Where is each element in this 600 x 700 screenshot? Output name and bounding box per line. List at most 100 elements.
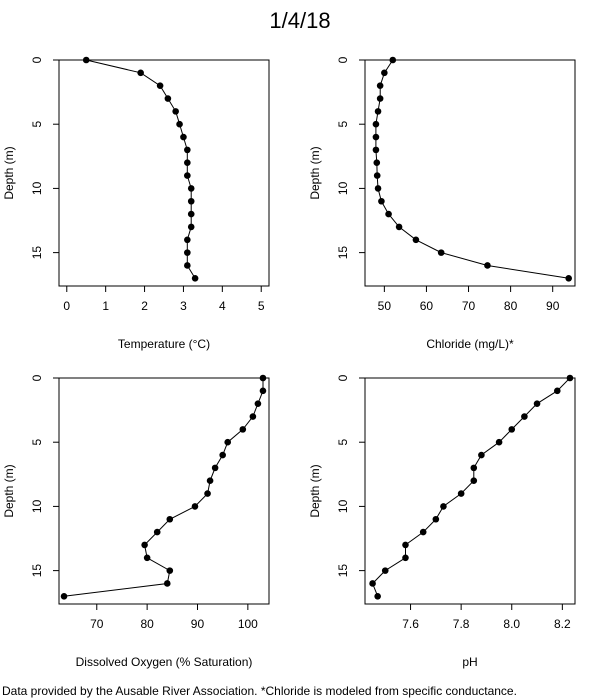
- data-point: [141, 541, 148, 549]
- y-tick-label: 15: [336, 564, 350, 578]
- series-line: [372, 377, 571, 597]
- data-point: [184, 172, 191, 179]
- data-point: [172, 108, 179, 115]
- data-point: [211, 464, 219, 472]
- data-point: [204, 490, 211, 497]
- page-title: 1/4/18: [269, 8, 331, 33]
- data-point: [440, 503, 447, 510]
- data-point: [184, 236, 191, 244]
- x-tick-label: 90: [546, 299, 560, 313]
- data-point: [239, 426, 247, 433]
- x-tick-label: 70: [462, 299, 476, 313]
- data-point: [166, 567, 174, 574]
- data-point: [254, 400, 262, 407]
- data-point: [389, 56, 397, 64]
- data-point: [176, 120, 183, 128]
- chart-panel-2: 50 60 70 80 90 Chloride (mg/L)* 0 5 10 15 Depth (m…: [308, 56, 576, 351]
- data-point: [470, 477, 478, 485]
- y-tick-label: 5: [30, 121, 44, 128]
- y-tick-label: 10: [336, 499, 350, 513]
- data-point: [156, 82, 164, 89]
- data-point: [164, 95, 172, 102]
- data-point: [137, 69, 144, 77]
- data-point: [395, 223, 403, 231]
- data-point: [369, 580, 376, 587]
- data-point: [184, 249, 191, 256]
- x-axis-label: pH: [462, 655, 477, 669]
- data-point: [457, 490, 465, 497]
- data-point: [470, 464, 478, 472]
- data-point: [381, 69, 388, 77]
- data-point: [143, 554, 151, 562]
- y-tick-label: 15: [336, 246, 350, 260]
- data-point: [187, 185, 195, 192]
- series-line: [375, 59, 569, 279]
- plot-frame: [58, 59, 270, 287]
- data-point: [219, 451, 226, 459]
- data-point: [206, 477, 214, 485]
- x-tick-label: 8.0: [503, 617, 520, 631]
- data-point: [478, 451, 485, 459]
- x-tick-label: 7.8: [453, 617, 470, 631]
- data-point: [374, 108, 382, 115]
- data-point: [259, 387, 267, 395]
- x-tick-label: 2: [141, 299, 148, 313]
- data-point: [385, 210, 392, 218]
- data-point: [187, 197, 195, 205]
- data-point: [376, 95, 384, 102]
- x-tick-label: 0: [63, 299, 70, 313]
- data-point: [224, 438, 232, 446]
- data-point: [184, 159, 191, 167]
- data-point: [180, 133, 187, 141]
- x-tick-label: 80: [504, 299, 518, 313]
- data-point: [376, 82, 384, 89]
- data-point: [187, 210, 195, 218]
- data-point: [163, 580, 171, 587]
- y-tick-label: 0: [336, 56, 350, 63]
- data-point: [553, 387, 561, 395]
- data-point: [259, 374, 267, 382]
- y-tick-label: 10: [30, 181, 44, 195]
- data-point: [184, 262, 191, 269]
- data-point: [191, 274, 199, 282]
- x-tick-label: 90: [191, 617, 205, 631]
- x-tick-label: 70: [90, 617, 104, 631]
- y-tick-label: 5: [336, 439, 350, 446]
- y-tick-label: 0: [336, 374, 350, 381]
- y-tick-label: 15: [30, 564, 44, 578]
- data-point: [437, 249, 445, 256]
- plot-frame: [364, 377, 576, 605]
- x-axis-label: Chloride (mg/L)*: [426, 337, 514, 351]
- y-tick-label: 5: [30, 439, 44, 446]
- data-point: [372, 133, 380, 141]
- y-tick-label: 0: [30, 56, 44, 63]
- data-point: [402, 541, 409, 549]
- data-point: [412, 236, 420, 244]
- data-point: [372, 120, 380, 128]
- plot-frame: [58, 377, 270, 605]
- x-tick-label: 3: [180, 299, 187, 313]
- data-point: [566, 374, 574, 382]
- data-point: [249, 413, 257, 420]
- data-point: [419, 528, 427, 536]
- x-tick-label: 1: [102, 299, 109, 313]
- data-point: [565, 274, 572, 282]
- x-axis-label: Dissolved Oxygen (% Saturation): [76, 655, 253, 669]
- y-axis-label: Depth (m): [2, 146, 16, 199]
- data-point: [184, 146, 191, 154]
- data-point: [187, 223, 195, 231]
- data-point: [378, 197, 385, 205]
- x-tick-label: 7.6: [402, 617, 419, 631]
- y-axis-label: Depth (m): [308, 464, 322, 517]
- x-tick-label: 50: [378, 299, 392, 313]
- y-tick-label: 10: [30, 499, 44, 513]
- x-tick-label: 60: [420, 299, 434, 313]
- data-point: [521, 413, 528, 420]
- data-point: [381, 567, 389, 574]
- x-axis-label: Temperature (°C): [118, 337, 210, 351]
- data-point: [508, 426, 516, 433]
- data-point: [372, 146, 380, 154]
- y-tick-label: 5: [336, 121, 350, 128]
